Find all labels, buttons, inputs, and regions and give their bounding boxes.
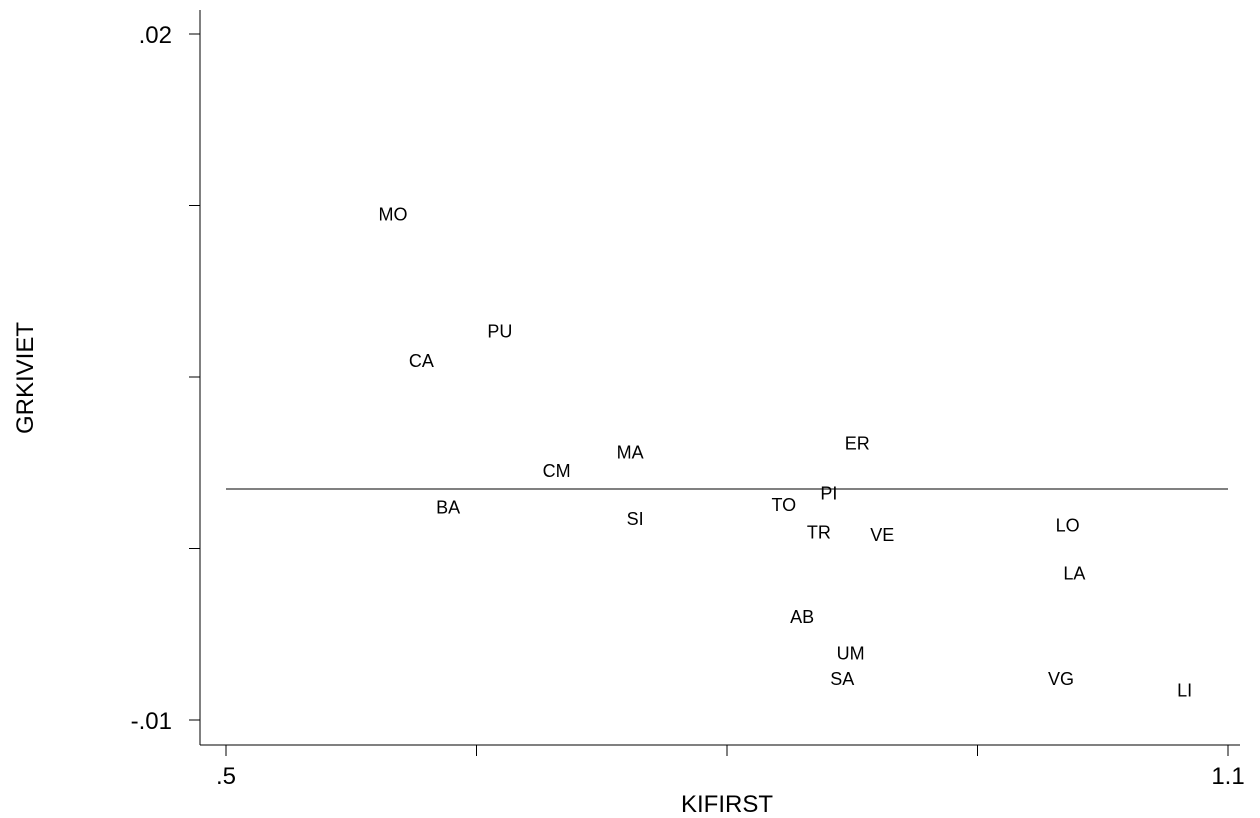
point-label-cm: CM <box>543 461 571 481</box>
point-label-si: SI <box>627 509 644 529</box>
point-label-ve: VE <box>870 525 894 545</box>
point-label-tr: TR <box>807 522 831 542</box>
point-label-um: UM <box>837 644 865 664</box>
point-label-to: TO <box>771 495 796 515</box>
point-label-sa: SA <box>830 669 854 689</box>
point-label-pu: PU <box>487 321 512 341</box>
point-label-la: LA <box>1063 564 1085 584</box>
point-label-pi: PI <box>820 484 837 504</box>
y-axis-title: GRKIVIET <box>12 322 39 434</box>
point-labels: MO PU CA ER MA CM PI TO BA SI TR VE LO LA AB UM SA VG LI <box>379 205 1193 701</box>
point-label-mo: MO <box>379 205 408 225</box>
point-label-ab: AB <box>790 607 814 627</box>
x-axis-ticks: .5 1.1 <box>216 745 1245 790</box>
y-tick-label: -.01 <box>131 708 172 735</box>
point-label-li: LI <box>1177 680 1192 700</box>
x-tick-label: .5 <box>216 763 236 790</box>
point-label-ca: CA <box>409 351 434 371</box>
point-label-lo: LO <box>1056 516 1080 536</box>
x-axis-title: KIFIRST <box>681 791 773 818</box>
point-label-vg: VG <box>1048 669 1074 689</box>
y-tick-label: .02 <box>139 22 172 49</box>
point-label-ma: MA <box>617 442 644 462</box>
point-label-er: ER <box>845 433 870 453</box>
point-label-ba: BA <box>436 497 460 517</box>
x-tick-label: 1.1 <box>1211 763 1244 790</box>
y-axis-ticks: -.01 .02 <box>131 22 200 735</box>
